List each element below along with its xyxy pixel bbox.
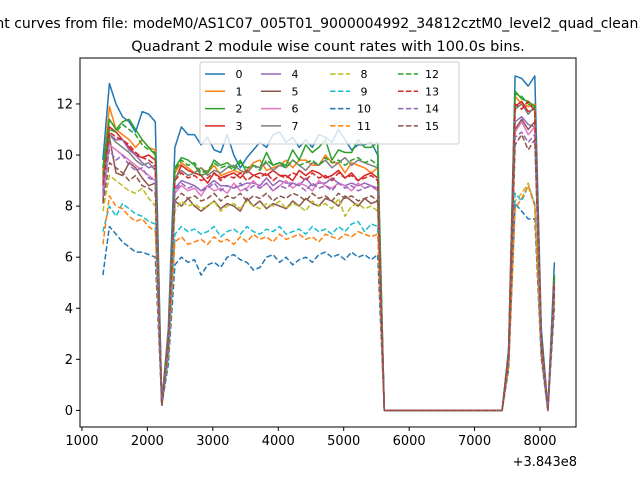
legend-label: 3 xyxy=(236,120,243,133)
y-tick-label: 0 xyxy=(65,404,73,419)
plot-lines xyxy=(102,75,556,412)
series-line-14 xyxy=(102,131,556,412)
chart-title: Quadrant 2 module wise count rates with … xyxy=(131,39,525,55)
x-axis: 1000 2000 3000 4000 5000 6000 7000 8000 xyxy=(65,427,557,449)
legend-label: 0 xyxy=(236,68,243,81)
legend-label: 14 xyxy=(425,103,439,116)
legend-label: 4 xyxy=(292,68,299,81)
y-tick-label: 10 xyxy=(56,149,73,164)
legend-label: 7 xyxy=(292,120,299,133)
legend-box xyxy=(199,61,460,145)
x-tick-label: 2000 xyxy=(131,434,164,449)
x-tick-label: 6000 xyxy=(393,434,426,449)
y-tick-label: 6 xyxy=(65,251,73,266)
figure-suptitle: Light curves from file: modeM0/AS1C07_00… xyxy=(0,16,640,32)
legend-label: 5 xyxy=(292,85,299,98)
x-tick-label: 5000 xyxy=(327,434,360,449)
x-tick-label: 8000 xyxy=(523,434,556,449)
x-tick-label: 4000 xyxy=(262,434,295,449)
legend-label: 13 xyxy=(425,85,439,98)
y-tick-label: 12 xyxy=(56,97,73,112)
x-tick-label: 1000 xyxy=(65,434,98,449)
y-tick-label: 4 xyxy=(65,302,73,317)
legend-label: 2 xyxy=(236,103,243,116)
axes-frame xyxy=(79,57,577,428)
series-line-15 xyxy=(102,133,556,412)
x-offset-label: +3.843e8 xyxy=(513,455,577,470)
legend-label: 11 xyxy=(357,120,371,133)
legend-label: 1 xyxy=(236,85,243,98)
x-tick-label: 7000 xyxy=(458,434,491,449)
legend-label: 12 xyxy=(425,68,439,81)
legend-label: 15 xyxy=(425,120,439,133)
legend-label: 8 xyxy=(361,68,368,81)
series-line-8 xyxy=(102,174,556,412)
series-line-13 xyxy=(102,100,556,412)
legend-label: 9 xyxy=(361,85,368,98)
legend-label: 6 xyxy=(292,103,299,116)
legend-label: 10 xyxy=(357,103,371,116)
y-tick-label: 2 xyxy=(65,353,73,368)
y-axis: 0 2 4 6 8 10 12 xyxy=(56,97,80,419)
y-tick-label: 8 xyxy=(65,200,73,215)
x-tick-label: 3000 xyxy=(196,434,229,449)
